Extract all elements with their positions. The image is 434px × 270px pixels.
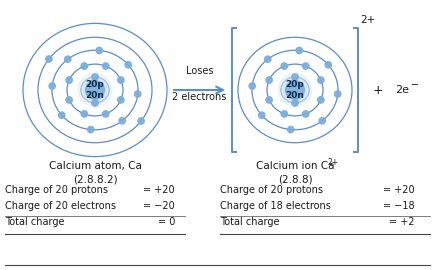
Circle shape [78,73,112,107]
Text: Charge of 20 protons: Charge of 20 protons [220,185,322,195]
Text: Total charge: Total charge [220,217,279,227]
Circle shape [64,56,71,62]
Text: Charge of 20 protons: Charge of 20 protons [5,185,108,195]
Circle shape [138,118,144,124]
Circle shape [85,81,104,99]
Circle shape [302,63,308,69]
Circle shape [96,47,102,54]
Circle shape [287,126,293,133]
Text: Charge of 18 electrons: Charge of 18 electrons [220,201,330,211]
Circle shape [324,62,331,68]
Text: = 0: = 0 [157,217,174,227]
Circle shape [81,111,87,117]
Text: (2.8.8): (2.8.8) [277,175,312,185]
Circle shape [284,80,305,100]
Text: 2e: 2e [394,85,408,95]
Circle shape [291,74,298,80]
Circle shape [102,111,108,117]
Circle shape [102,63,108,69]
Circle shape [118,77,124,83]
Text: 2 electrons: 2 electrons [172,92,226,102]
Circle shape [248,83,255,89]
Circle shape [92,74,98,80]
Circle shape [46,56,52,62]
Circle shape [66,97,72,103]
Circle shape [87,126,94,133]
Circle shape [265,97,272,103]
Text: 2+: 2+ [359,15,375,25]
Circle shape [85,80,105,100]
Text: = +20: = +20 [382,185,414,195]
Circle shape [134,91,141,97]
Circle shape [92,100,98,106]
Circle shape [280,111,287,117]
Text: = +20: = +20 [143,185,174,195]
Circle shape [264,56,270,62]
Text: Calcium ion Ca: Calcium ion Ca [255,161,333,171]
Text: = −20: = −20 [143,201,174,211]
Circle shape [317,77,323,83]
Circle shape [81,76,108,104]
Circle shape [66,77,72,83]
Text: Total charge: Total charge [5,217,64,227]
Circle shape [334,91,340,97]
Circle shape [280,63,287,69]
Circle shape [59,112,65,118]
Text: 20p
20n: 20p 20n [285,80,304,100]
Text: 2+: 2+ [327,158,339,167]
Circle shape [81,63,87,69]
Circle shape [296,47,302,54]
Text: (2.8.8.2): (2.8.8.2) [72,175,117,185]
Circle shape [119,118,125,124]
Circle shape [118,97,124,103]
Circle shape [285,81,304,99]
Circle shape [49,83,55,89]
Circle shape [265,77,272,83]
Text: 20p
20n: 20p 20n [85,80,104,100]
Circle shape [291,100,298,106]
Circle shape [280,76,308,104]
Text: Charge of 20 electrons: Charge of 20 electrons [5,201,116,211]
Text: Calcium atom, Ca: Calcium atom, Ca [49,161,141,171]
Circle shape [258,112,264,118]
Circle shape [125,62,131,68]
Text: −: − [410,80,418,90]
Text: = −18: = −18 [382,201,414,211]
Circle shape [317,97,323,103]
Circle shape [318,118,325,124]
Text: Loses: Loses [185,66,213,76]
Circle shape [278,73,311,107]
Text: +: + [372,83,382,96]
Circle shape [302,111,308,117]
Text: = +2: = +2 [388,217,414,227]
